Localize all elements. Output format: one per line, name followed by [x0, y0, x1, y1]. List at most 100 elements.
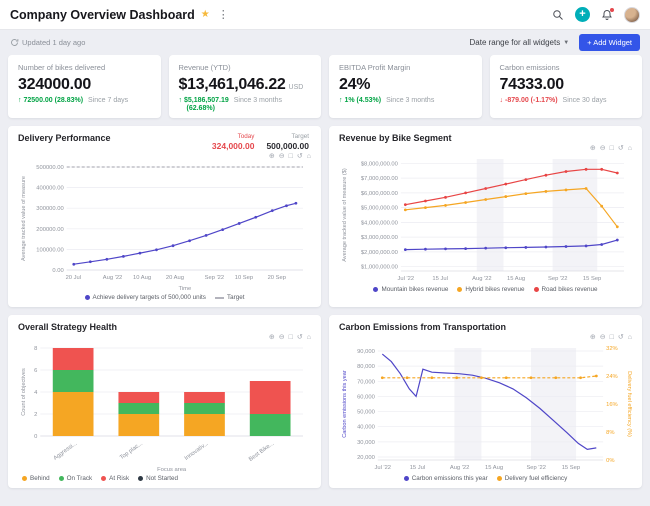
- today-stat: Today 324,000.00: [212, 133, 255, 151]
- svg-text:15 Jul: 15 Jul: [432, 276, 447, 282]
- legend-marker: [373, 287, 379, 292]
- legend-item[interactable]: At Risk: [101, 475, 129, 482]
- favorite-star-icon[interactable]: ★: [200, 9, 210, 20]
- zoom-in-icon[interactable]: ⊕: [589, 334, 596, 341]
- charts-row-2: Overall Strategy Health ⊕ ⊖ □ ↺ ⌂ 0 2 4 6 8 Count…: [8, 315, 642, 488]
- zoom-out-icon[interactable]: ⊖: [599, 334, 606, 341]
- svg-text:15 Aug: 15 Aug: [485, 465, 503, 471]
- legend-marker: [533, 287, 539, 292]
- trend-arrow-icon: ↑: [178, 97, 183, 104]
- legend-item[interactable]: Target: [214, 294, 244, 301]
- kpi-value: $13,461,046.22: [178, 76, 286, 93]
- legend-item[interactable]: Delivery fuel efficiency: [496, 475, 568, 482]
- notifications-bell-icon[interactable]: [601, 7, 614, 21]
- reset-axes-icon[interactable]: ↺: [617, 145, 624, 152]
- reset-axes-icon[interactable]: ↺: [296, 334, 303, 341]
- refresh-icon[interactable]: [10, 38, 19, 47]
- dashboard-content: Number of bikes delivered 324000.00 ↑ 725…: [0, 55, 650, 506]
- svg-text:Aug '22: Aug '22: [472, 276, 491, 282]
- legend-item[interactable]: Road bikes revenue: [533, 286, 598, 293]
- chart-legend: Achieve delivery targets of 500,000 unit…: [18, 294, 311, 301]
- chart-title: Revenue by Bike Segment: [339, 133, 452, 143]
- kpi-card-bikes-delivered[interactable]: Number of bikes delivered 324000.00 ↑ 725…: [8, 55, 161, 118]
- chart-legend: Mountain bikes revenue Hybrid bikes reven…: [339, 286, 632, 293]
- kpi-card-revenue-ytd[interactable]: Revenue (YTD) $13,461,046.22 USD ↑ $5,186,…: [168, 55, 321, 118]
- svg-text:0: 0: [34, 434, 37, 440]
- kebab-menu-icon[interactable]: ⋮: [217, 9, 229, 21]
- last-updated-label: Updated 1 day ago: [22, 38, 86, 47]
- carbon-transportation-chart[interactable]: 20,000 30,000 40,000 50,000 60,000 70,000 80,0…: [339, 342, 632, 474]
- reset-axes-icon[interactable]: ↺: [617, 334, 624, 341]
- avatar[interactable]: [624, 6, 640, 23]
- svg-text:$3,000,000.00: $3,000,000.00: [361, 235, 398, 241]
- home-icon[interactable]: ⌂: [306, 334, 311, 341]
- legend-item[interactable]: Behind: [22, 475, 50, 482]
- kpi-title: Revenue (YTD): [178, 63, 231, 72]
- box-select-icon[interactable]: □: [288, 153, 293, 160]
- zoom-out-icon[interactable]: ⊖: [278, 334, 285, 341]
- svg-text:15 Aug: 15 Aug: [507, 276, 525, 282]
- last-updated: Updated 1 day ago: [10, 38, 85, 47]
- legend-label: Hybrid bikes revenue: [465, 286, 525, 293]
- svg-text:24%: 24%: [606, 374, 618, 380]
- home-icon[interactable]: ⌂: [306, 153, 311, 160]
- legend-item[interactable]: Not Started: [138, 475, 178, 482]
- legend-item[interactable]: Carbon emissions this year: [403, 475, 488, 482]
- date-range-dropdown[interactable]: Date range for all widgets ▼: [470, 38, 570, 47]
- svg-text:8: 8: [34, 346, 37, 352]
- chart-modebar: ⊕ ⊖ □ ↺ ⌂: [590, 333, 632, 342]
- svg-text:50,000: 50,000: [357, 410, 375, 416]
- box-select-icon[interactable]: □: [288, 334, 293, 341]
- svg-text:Sep '22: Sep '22: [205, 275, 224, 281]
- legend-item[interactable]: Hybrid bikes revenue: [457, 286, 525, 293]
- trend-arrow-icon: ↑: [339, 97, 343, 104]
- zoom-in-icon[interactable]: ⊕: [268, 334, 275, 341]
- zoom-out-icon[interactable]: ⊖: [278, 153, 285, 160]
- legend-item[interactable]: On Track: [58, 475, 93, 482]
- delivery-performance-chart[interactable]: 0.00 100000.00 200000.00 300000.00 400000.00…: [18, 161, 311, 293]
- zoom-out-icon[interactable]: ⊖: [599, 145, 606, 152]
- legend-label: Delivery fuel efficiency: [504, 475, 568, 482]
- legend-item[interactable]: Mountain bikes revenue: [373, 286, 448, 293]
- svg-text:$2,000,000.00: $2,000,000.00: [361, 250, 398, 256]
- kpi-unit: USD: [288, 84, 304, 91]
- target-label: Target: [291, 133, 309, 140]
- chart-title: Overall Strategy Health: [18, 322, 118, 332]
- revenue-by-segment-chart[interactable]: $1,000,000.00 $2,000,000.00 $3,000,000.00 $…: [339, 153, 632, 285]
- chart-title: Delivery Performance: [18, 133, 111, 143]
- svg-text:20,000: 20,000: [357, 455, 375, 461]
- reset-axes-icon[interactable]: ↺: [296, 153, 303, 160]
- kpi-delta: 72500.00 (28.83%): [23, 97, 84, 104]
- zoom-in-icon[interactable]: ⊕: [268, 153, 275, 160]
- today-label: Today: [237, 133, 255, 140]
- svg-text:80,000: 80,000: [357, 364, 375, 370]
- box-select-icon[interactable]: □: [609, 334, 614, 341]
- legend-label: Carbon emissions this year: [411, 475, 488, 482]
- svg-text:10 Aug: 10 Aug: [133, 275, 151, 281]
- svg-text:30,000: 30,000: [357, 440, 375, 446]
- home-icon[interactable]: ⌂: [627, 334, 632, 341]
- legend-label: On Track: [66, 475, 93, 482]
- search-icon[interactable]: [552, 9, 564, 21]
- legend-item[interactable]: Achieve delivery targets of 500,000 unit…: [84, 294, 206, 301]
- create-button[interactable]: +: [575, 7, 590, 22]
- topbar: Company Overview Dashboard ★ ⋮ +: [0, 0, 650, 30]
- svg-text:Delivery fuel efficiency (%): Delivery fuel efficiency (%): [626, 371, 632, 437]
- chart-card-revenue-by-segment: Revenue by Bike Segment ⊕ ⊖ □ ↺ ⌂ $1,000,000…: [329, 126, 642, 307]
- svg-text:400000.00: 400000.00: [36, 186, 63, 192]
- add-widget-button[interactable]: + Add Widget: [579, 34, 640, 51]
- legend-label: Not Started: [146, 475, 178, 482]
- home-icon[interactable]: ⌂: [627, 145, 632, 152]
- box-select-icon[interactable]: □: [609, 145, 614, 152]
- kpi-card-carbon-emissions[interactable]: Carbon emissions 74333.00 ↓ -879.00 (-1.1…: [489, 55, 642, 118]
- kpi-delta: -879.00 (-1.17%): [505, 97, 558, 104]
- today-value: 324,000.00: [211, 141, 255, 151]
- svg-text:Time: Time: [179, 286, 192, 292]
- zoom-in-icon[interactable]: ⊕: [589, 145, 596, 152]
- strategy-health-chart[interactable]: 0 2 4 6 8 Count of objectives Focus area Aggres…: [18, 342, 311, 474]
- kpi-card-ebitda-margin[interactable]: EBITDA Profit Margin 24% ↑ 1% (4.53%) Sinc…: [329, 55, 482, 118]
- subbar: Updated 1 day ago Date range for all wid…: [0, 30, 650, 55]
- svg-text:60,000: 60,000: [357, 394, 375, 400]
- svg-text:Sep '22: Sep '22: [526, 465, 545, 471]
